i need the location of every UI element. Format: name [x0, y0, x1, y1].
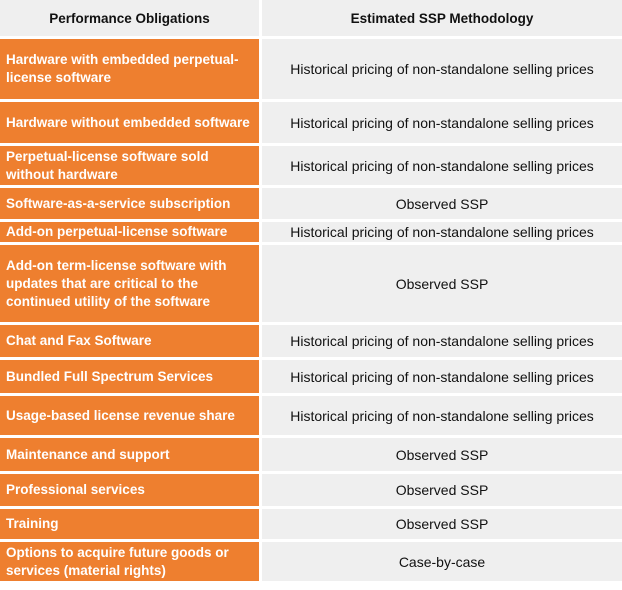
obligation-cell: Hardware without embedded software [0, 102, 262, 146]
methodology-cell: Case-by-case [262, 542, 622, 584]
header-row: Performance Obligations Estimated SSP Me… [0, 0, 622, 39]
table-row: Add-on perpetual-license software Histor… [0, 222, 622, 245]
methodology-cell: Observed SSP [262, 474, 622, 509]
table-row: Options to acquire future goods or servi… [0, 542, 622, 584]
table-row: Training Observed SSP [0, 509, 622, 542]
obligation-cell: Hardware with embedded perpetual-license… [0, 39, 262, 102]
obligation-cell: Options to acquire future goods or servi… [0, 542, 262, 584]
methodology-cell: Historical pricing of non-standalone sel… [262, 102, 622, 146]
methodology-cell: Historical pricing of non-standalone sel… [262, 222, 622, 245]
obligation-cell: Software-as-a-service subscription [0, 188, 262, 222]
methodology-cell: Observed SSP [262, 438, 622, 474]
methodology-cell: Historical pricing of non-standalone sel… [262, 396, 622, 438]
table-row: Hardware without embedded software Histo… [0, 102, 622, 146]
methodology-cell: Observed SSP [262, 245, 622, 325]
obligation-cell: Chat and Fax Software [0, 325, 262, 360]
obligation-cell: Maintenance and support [0, 438, 262, 474]
methodology-cell: Historical pricing of non-standalone sel… [262, 360, 622, 396]
obligation-cell: Add-on perpetual-license software [0, 222, 262, 245]
obligation-cell: Bundled Full Spectrum Services [0, 360, 262, 396]
obligation-cell: Training [0, 509, 262, 542]
table-row: Maintenance and support Observed SSP [0, 438, 622, 474]
table-row: Chat and Fax Software Historical pricing… [0, 325, 622, 360]
methodology-cell: Observed SSP [262, 188, 622, 222]
methodology-cell: Historical pricing of non-standalone sel… [262, 325, 622, 360]
table-row: Bundled Full Spectrum Services Historica… [0, 360, 622, 396]
table-row: Software-as-a-service subscription Obser… [0, 188, 622, 222]
methodology-cell: Historical pricing of non-standalone sel… [262, 39, 622, 102]
methodology-cell: Observed SSP [262, 509, 622, 542]
header-estimated-ssp-methodology: Estimated SSP Methodology [262, 0, 622, 39]
header-performance-obligations: Performance Obligations [0, 0, 262, 39]
table-row: Usage-based license revenue share Histor… [0, 396, 622, 438]
table-row: Add-on term-license software with update… [0, 245, 622, 325]
table-row: Hardware with embedded perpetual-license… [0, 39, 622, 102]
obligation-cell: Usage-based license revenue share [0, 396, 262, 438]
table-row: Perpetual-license software sold without … [0, 146, 622, 188]
obligation-cell: Perpetual-license software sold without … [0, 146, 262, 188]
obligation-cell: Add-on term-license software with update… [0, 245, 262, 325]
obligation-cell: Professional services [0, 474, 262, 509]
methodology-cell: Historical pricing of non-standalone sel… [262, 146, 622, 188]
table-row: Professional services Observed SSP [0, 474, 622, 509]
